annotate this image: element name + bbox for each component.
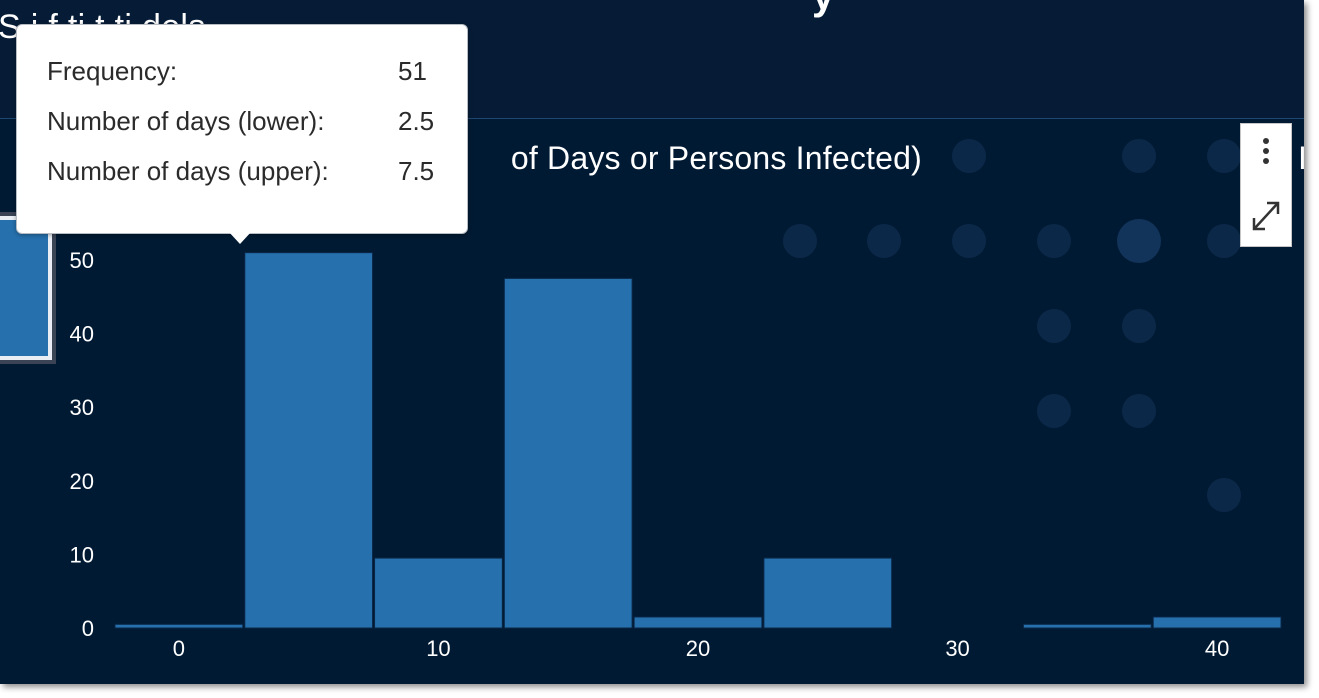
background-dot xyxy=(1122,309,1156,343)
background-dot xyxy=(1037,394,1071,428)
histogram-bar[interactable] xyxy=(374,557,503,629)
background-dot xyxy=(1207,478,1241,512)
y-tick-label: 30 xyxy=(70,395,94,420)
x-tick-label: 0 xyxy=(173,636,185,661)
tooltip-pointer xyxy=(228,231,252,244)
background-dot xyxy=(1122,139,1156,173)
histogram-bar[interactable] xyxy=(244,252,374,629)
clipped-label: I xyxy=(1298,140,1304,176)
background-dot xyxy=(867,224,901,258)
background-dot xyxy=(1207,224,1241,258)
chart-title: of Days or Persons Infected) xyxy=(510,140,922,176)
bars-group xyxy=(114,252,1282,629)
tooltip-row-lower: Number of days (lower): 2.5 xyxy=(47,106,447,136)
tooltip-label: Number of days (upper): xyxy=(47,156,329,186)
y-tick-label: 0 xyxy=(82,616,94,641)
y-tick-label: 20 xyxy=(70,469,94,494)
x-tick-label: 30 xyxy=(945,636,969,661)
background-dot xyxy=(1117,219,1161,263)
legend-swatch[interactable] xyxy=(0,212,56,364)
x-tick-labels: 0 10 20 30 40 xyxy=(173,636,1230,661)
x-tick-label: 40 xyxy=(1205,636,1229,661)
y-tick-label: 40 xyxy=(70,322,94,347)
header-divider xyxy=(0,118,1304,119)
x-tick-label: 10 xyxy=(426,636,450,661)
tooltip-value: 51 xyxy=(398,56,427,86)
y-tick-label: 10 xyxy=(70,542,94,567)
background-dot xyxy=(952,224,986,258)
histogram-bar[interactable] xyxy=(114,623,244,629)
background-dot xyxy=(1122,394,1156,428)
chart-toolbar xyxy=(1240,123,1292,247)
tooltip-value: 7.5 xyxy=(398,156,435,186)
tooltip-label: Number of days (lower): xyxy=(47,106,325,136)
y-tick-labels: 0 10 20 30 40 50 xyxy=(70,248,94,641)
background-dot xyxy=(952,139,986,173)
histogram-bar[interactable] xyxy=(503,277,633,629)
header-title-fragment: y xyxy=(812,0,834,19)
histogram-bar[interactable] xyxy=(763,557,893,629)
background-dot xyxy=(783,224,817,258)
data-tooltip: Frequency: 51 Number of days (lower): 2.… xyxy=(16,24,468,234)
histogram-bar[interactable] xyxy=(633,616,763,629)
background-dot xyxy=(1037,224,1071,258)
histogram-bar[interactable] xyxy=(1022,623,1152,629)
background-dot xyxy=(1207,139,1241,173)
tooltip-label: Frequency: xyxy=(47,56,178,86)
tooltip-row-frequency: Frequency: 51 xyxy=(47,56,447,86)
expand-arrows-icon[interactable] xyxy=(1247,194,1285,236)
vertical-ellipsis-icon[interactable] xyxy=(1241,134,1291,168)
histogram-bar[interactable] xyxy=(1152,616,1282,629)
y-tick-label: 50 xyxy=(70,248,94,273)
x-tick-label: 20 xyxy=(686,636,710,661)
background-dot xyxy=(1037,309,1071,343)
decorative-dots xyxy=(783,139,1241,512)
tooltip-row-upper: Number of days (upper): 7.5 xyxy=(47,156,447,186)
tooltip-value: 2.5 xyxy=(398,106,435,136)
histogram-chart[interactable]: 0 10 20 30 40 0 10 20 30 40 50 xyxy=(0,0,1304,684)
